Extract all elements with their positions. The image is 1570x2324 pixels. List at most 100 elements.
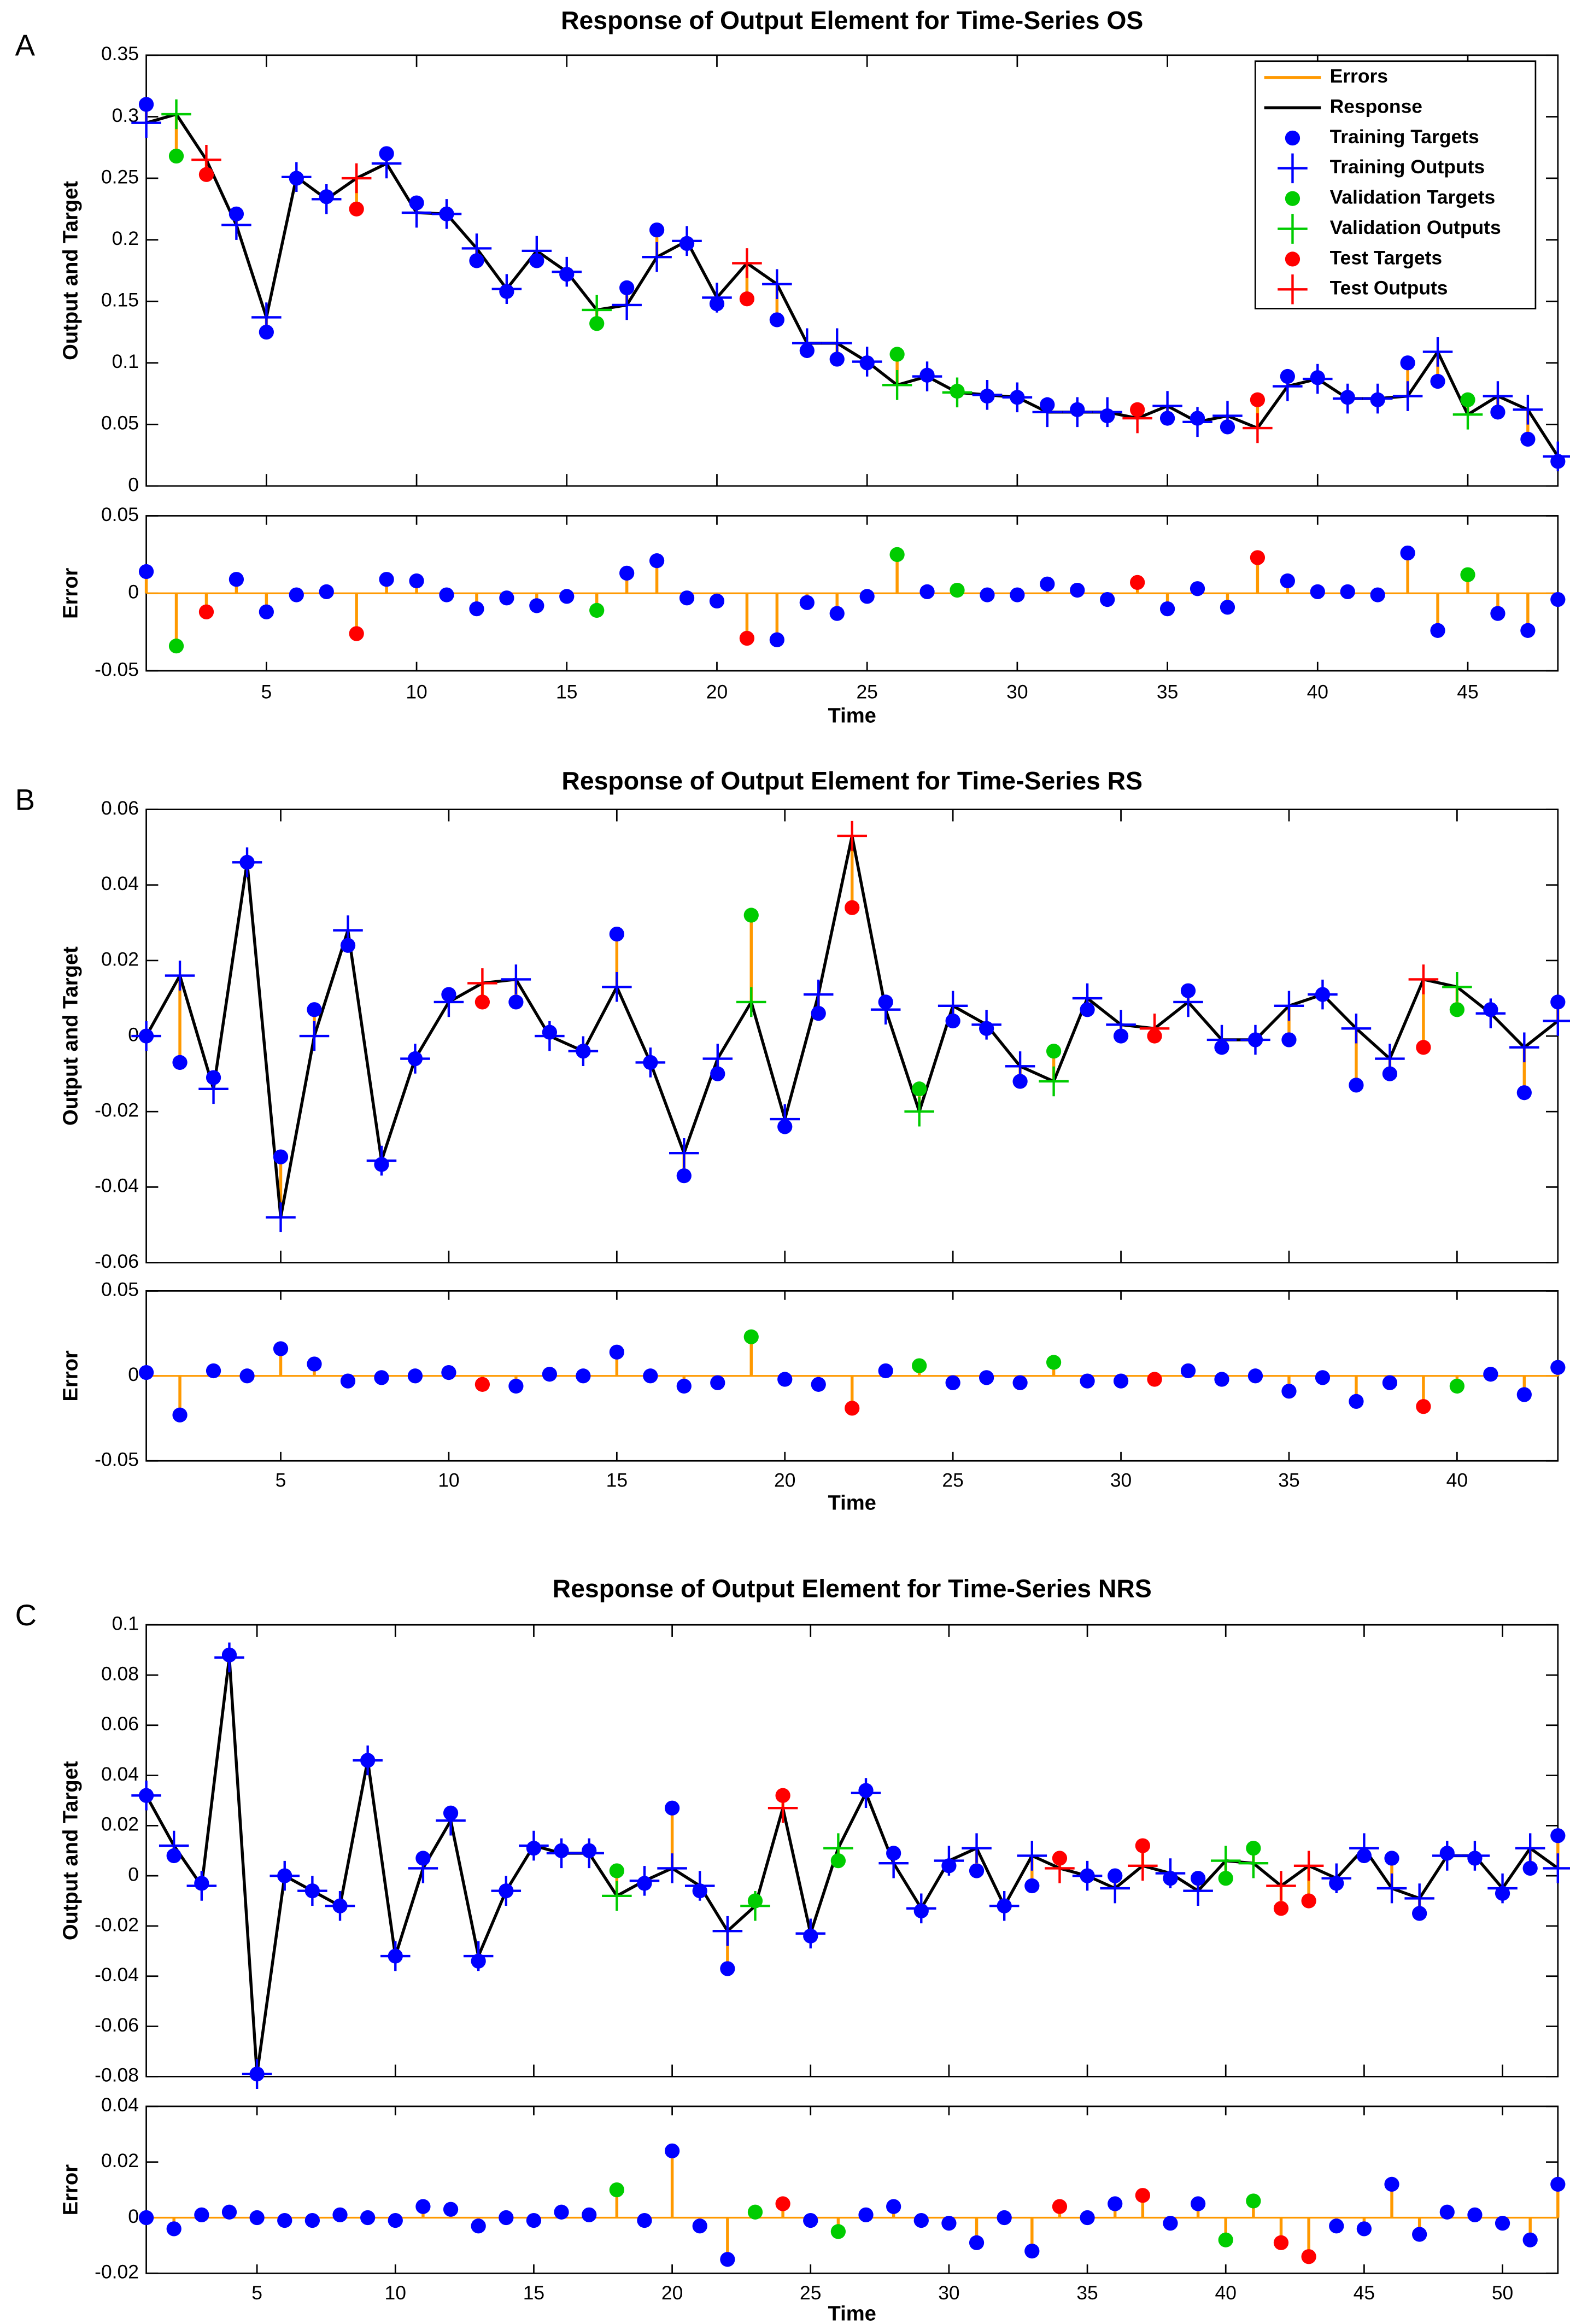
- error-point: [340, 1373, 356, 1389]
- output-marker: [266, 1202, 296, 1232]
- target-point: [619, 280, 635, 296]
- error-point: [194, 2207, 209, 2223]
- error-point: [1218, 2232, 1233, 2247]
- error-point: [1012, 1375, 1028, 1390]
- output-marker: [431, 199, 462, 229]
- output-marker: [962, 1833, 992, 1863]
- output-marker: [1321, 1863, 1352, 1894]
- error-axis-label: Error: [58, 1350, 82, 1401]
- error-point: [582, 2207, 597, 2223]
- output-marker: [1543, 1006, 1570, 1036]
- output-marker: [353, 1745, 383, 1776]
- output-marker: [803, 979, 834, 1010]
- y-tick-label: 0.1: [112, 350, 139, 372]
- y-axis-label: Output and Target: [58, 181, 82, 360]
- error-point: [664, 2143, 680, 2158]
- target-point: [508, 994, 524, 1010]
- error-point: [777, 1372, 793, 1387]
- error-point: [1483, 1367, 1498, 1382]
- error-point: [1550, 592, 1566, 607]
- output-marker: [1274, 991, 1304, 1021]
- error-point: [799, 595, 815, 610]
- target-point: [1550, 1828, 1566, 1843]
- error-point: [441, 1365, 456, 1380]
- output-marker: [1513, 395, 1543, 425]
- y-tick-label: 0.15: [101, 289, 139, 311]
- error-point: [542, 1367, 558, 1382]
- output-marker: [333, 915, 363, 945]
- error-point: [249, 2210, 265, 2226]
- target-point: [168, 148, 184, 164]
- output-marker: [702, 283, 732, 313]
- x-tick-label: 15: [556, 681, 577, 703]
- output-marker: [401, 197, 432, 228]
- target-point: [349, 201, 364, 216]
- error-point: [1516, 1387, 1532, 1402]
- target-point: [889, 347, 905, 362]
- y-tick-label: 0: [128, 1864, 139, 1886]
- y-tick-label: -0.06: [95, 1250, 139, 1272]
- error-point: [1430, 623, 1445, 638]
- output-marker: [1509, 1032, 1539, 1063]
- error-point: [1460, 567, 1475, 582]
- output-marker: [1341, 1014, 1372, 1044]
- output-marker: [602, 1881, 632, 1911]
- output-marker: [740, 1890, 770, 1921]
- output-marker: [214, 1642, 244, 1673]
- error-point: [997, 2210, 1012, 2226]
- target-point: [1384, 1851, 1399, 1866]
- error-point: [829, 606, 845, 621]
- error-point: [1113, 1373, 1129, 1389]
- error-point: [360, 2210, 376, 2226]
- output-marker: [1152, 391, 1182, 421]
- panel-label: B: [15, 783, 35, 816]
- x-tick-label: 40: [1215, 2282, 1237, 2304]
- output-marker: [1332, 383, 1363, 414]
- x-tick-label: 10: [406, 681, 427, 703]
- error-point: [529, 598, 544, 613]
- error-point: [277, 2212, 292, 2228]
- target-point: [307, 1002, 322, 1017]
- y-tick-label: 0.1: [112, 1613, 139, 1635]
- output-marker: [702, 1044, 733, 1074]
- error-point: [471, 2218, 486, 2234]
- target-point: [720, 1961, 735, 1976]
- output-marker: [712, 1916, 743, 1946]
- error-point: [720, 2252, 735, 2267]
- target-point: [743, 908, 759, 923]
- target-point: [829, 352, 845, 367]
- y-tick-label: -0.02: [95, 1913, 139, 1935]
- target-point: [649, 222, 665, 238]
- error-point: [1340, 584, 1355, 600]
- legend-swatch: [1278, 274, 1308, 305]
- target-point: [1250, 392, 1266, 407]
- error-point: [1412, 2227, 1427, 2242]
- output-marker: [635, 1047, 666, 1078]
- error-point: [945, 1375, 960, 1390]
- output-marker: [400, 1044, 430, 1074]
- x-tick-label: 35: [1076, 2282, 1098, 2304]
- output-marker: [546, 1838, 577, 1869]
- error-point: [1214, 1372, 1229, 1387]
- output-marker: [191, 145, 221, 175]
- x-tick-label: 20: [706, 681, 728, 703]
- y-tick-label: -0.06: [95, 2014, 139, 2036]
- output-marker: [380, 1941, 411, 1971]
- output-marker: [823, 1833, 853, 1863]
- target-point: [739, 291, 755, 307]
- y-tick-label: 0.05: [101, 412, 139, 434]
- output-marker: [1487, 1873, 1518, 1904]
- output-marker: [186, 1871, 217, 1901]
- output-marker: [1543, 441, 1570, 472]
- error-point: [1080, 2210, 1095, 2226]
- output-marker: [463, 1941, 494, 1971]
- error-point: [138, 2210, 154, 2226]
- target-point: [609, 926, 624, 942]
- error-point: [811, 1377, 826, 1392]
- y-tick-label: 0: [128, 473, 139, 495]
- error-frame: [145, 2105, 1559, 2274]
- error-point: [332, 2207, 348, 2223]
- x-tick-label: 45: [1457, 681, 1478, 703]
- error-point: [1163, 2216, 1178, 2231]
- error-point: [1416, 1399, 1431, 1414]
